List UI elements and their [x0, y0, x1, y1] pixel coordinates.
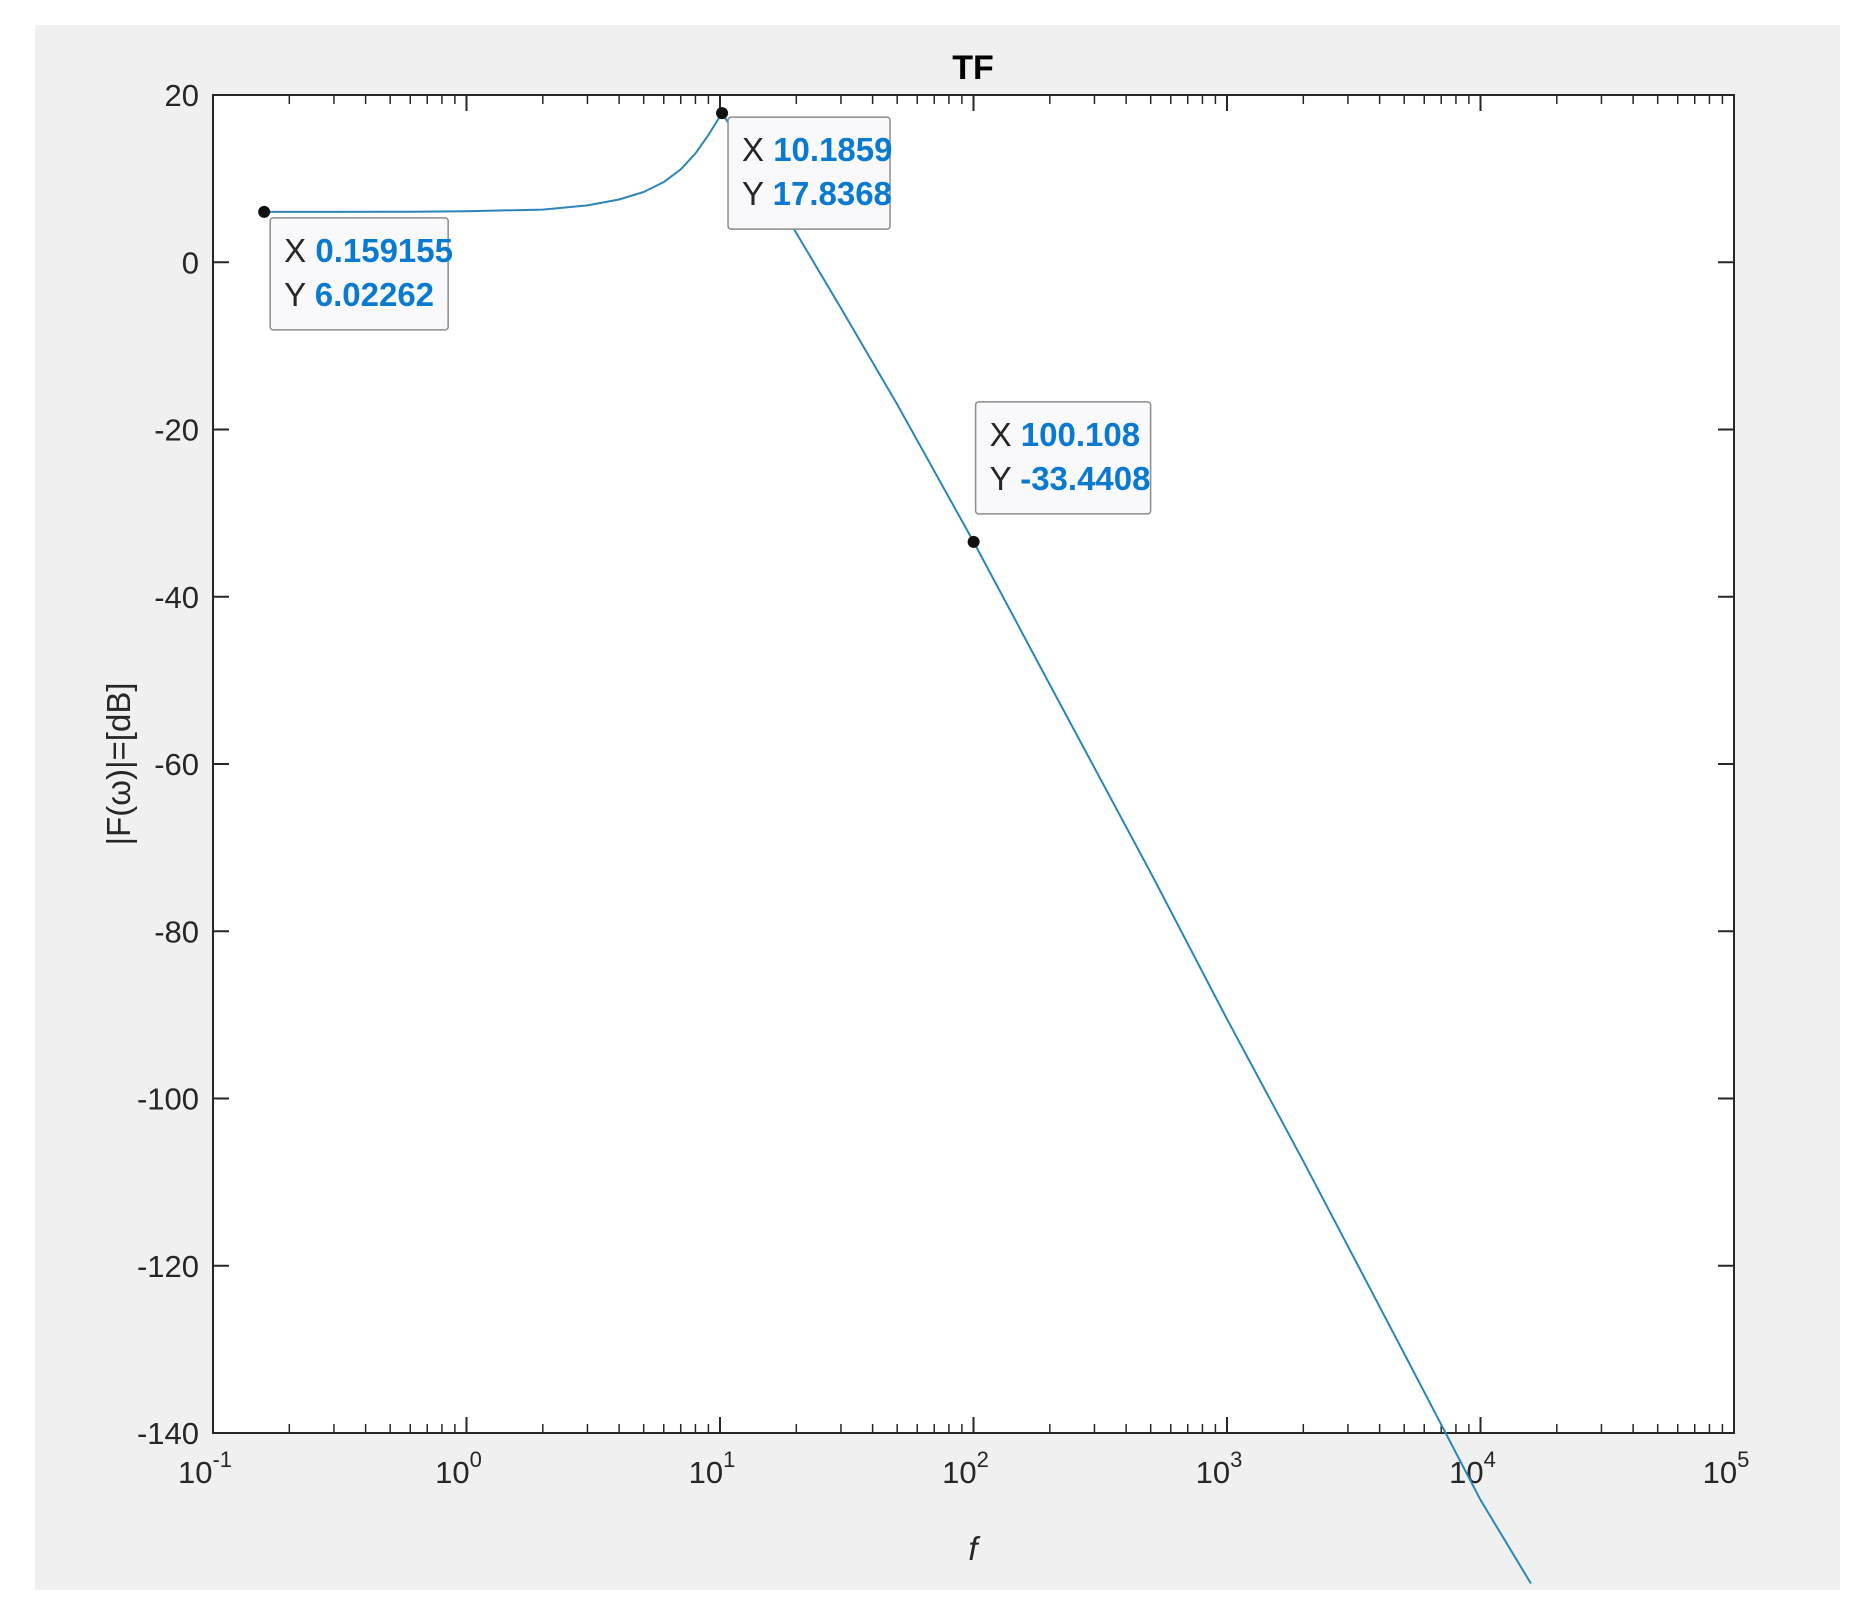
x-tick-label: 100 [435, 1447, 482, 1490]
chart-svg: 10-1 100 101 102 103 104 105 200-20-40-60-80-1… [100, 49, 1749, 1585]
y-tick-label: 20 [165, 78, 199, 113]
datatip-marker [967, 535, 980, 548]
y-tick-label: -20 [154, 413, 199, 448]
x-tick-labels: 10-1 100 101 102 103 104 105 [178, 1447, 1749, 1490]
datatip-box [269, 217, 449, 331]
y-tick-label: -120 [137, 1249, 199, 1284]
datatip-y-row: Y 6.02262 [284, 276, 434, 313]
y-tick-label: -60 [154, 747, 199, 782]
x-axis-label: f [968, 1530, 981, 1567]
datatip-marker [258, 205, 271, 218]
datatip-x-row: X 100.108 [990, 416, 1140, 453]
x-tick-label: 10-1 [178, 1447, 232, 1490]
x-tick-label: 103 [1196, 1447, 1243, 1490]
major-ticks [212, 94, 1735, 1434]
y-tick-label: -100 [137, 1082, 199, 1117]
y-axis-label: |F(ω)|=[dB] [100, 682, 137, 845]
chart-title: TF [952, 49, 994, 87]
y-tick-label: -40 [154, 580, 199, 615]
y-tick-label: 0 [182, 245, 199, 280]
datatip-x-row: X 0.159155 [284, 232, 453, 269]
datatip-y-row: Y 17.8368 [742, 175, 892, 212]
datatip-x-row: X 10.1859 [742, 131, 892, 168]
x-tick-label: 102 [942, 1447, 989, 1490]
datatip-box [727, 116, 891, 230]
x-tick-label: 101 [689, 1447, 736, 1490]
datatip-y-row: Y -33.4408 [990, 460, 1151, 497]
y-tick-label: -140 [137, 1416, 199, 1451]
datatip-marker [716, 107, 729, 120]
datatip-box [974, 401, 1152, 515]
x-tick-label: 105 [1703, 1447, 1750, 1490]
datatips: X 0.159155 Y 6.02262 X 10.1859 Y 17.8368 X 1… [258, 107, 1152, 548]
y-tick-labels: 20 0 -20 -40 -60 -80 -100 -120 -140 [137, 78, 199, 1451]
plot-area [212, 94, 1735, 1434]
figure-window: 10-1 100 101 102 103 104 105 20 0 -20 -40 -60 -80 -1… [35, 25, 1840, 1590]
minor-ticks [288, 95, 1724, 1433]
y-tick-label: -80 [154, 914, 199, 949]
